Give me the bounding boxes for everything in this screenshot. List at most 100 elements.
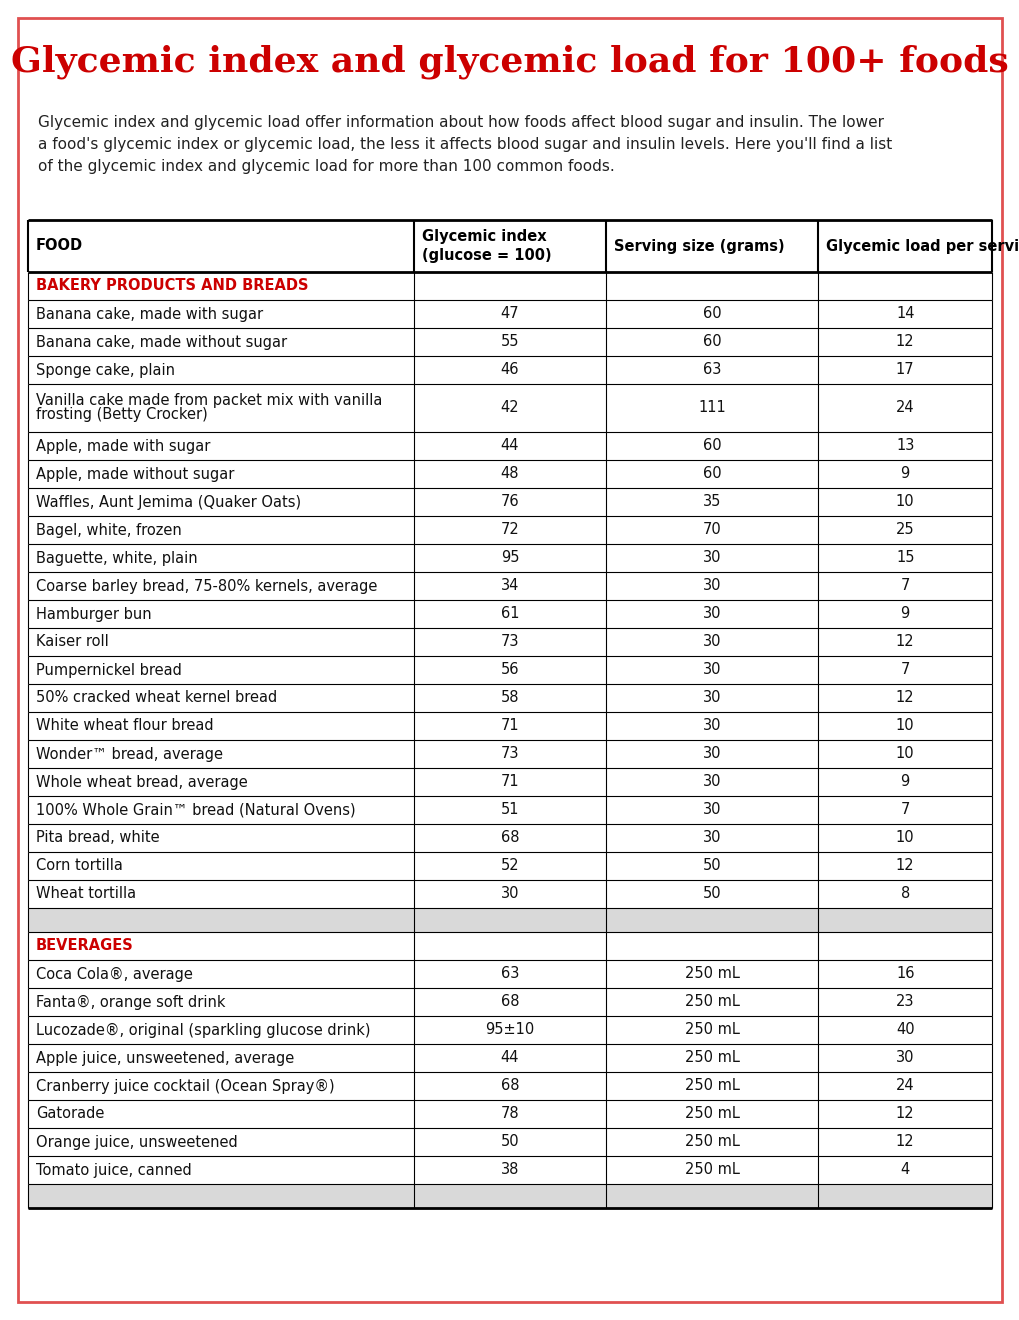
Bar (28, 824, 991, 851)
Text: 42: 42 (500, 400, 519, 416)
Text: Corn tortilla: Corn tortilla (36, 858, 122, 874)
Text: 9: 9 (900, 466, 909, 482)
FancyBboxPatch shape (18, 18, 1001, 1302)
Text: 14: 14 (895, 306, 914, 322)
Text: 250 mL: 250 mL (685, 1051, 739, 1065)
Text: 10: 10 (895, 830, 914, 846)
Text: Tomato juice, canned: Tomato juice, canned (36, 1163, 192, 1177)
Text: 250 mL: 250 mL (685, 994, 739, 1010)
Bar (28, 796, 991, 824)
Text: 71: 71 (500, 718, 519, 734)
Text: 30: 30 (702, 550, 721, 565)
Text: Orange juice, unsweetened: Orange juice, unsweetened (36, 1134, 237, 1150)
Bar (28, 987, 991, 1016)
Text: 38: 38 (500, 1163, 519, 1177)
Bar (28, 711, 991, 741)
Bar (28, 432, 991, 459)
Text: 61: 61 (500, 606, 519, 622)
Bar (28, 1044, 991, 1072)
Bar (28, 851, 991, 880)
Text: 12: 12 (895, 334, 914, 350)
Text: 250 mL: 250 mL (685, 1163, 739, 1177)
Text: 7: 7 (900, 803, 909, 817)
Bar (28, 684, 991, 711)
Text: 76: 76 (500, 495, 519, 510)
Bar (28, 628, 991, 656)
Bar (28, 272, 991, 300)
Bar (28, 908, 991, 932)
Text: 10: 10 (895, 718, 914, 734)
Bar (28, 1072, 991, 1100)
Text: 30: 30 (702, 775, 721, 789)
Text: 250 mL: 250 mL (685, 1023, 739, 1038)
Text: 70: 70 (702, 523, 721, 537)
Text: Wonder™ bread, average: Wonder™ bread, average (36, 747, 223, 762)
Text: 30: 30 (500, 887, 519, 902)
Text: 63: 63 (500, 966, 519, 982)
Text: 95±10: 95±10 (485, 1023, 534, 1038)
Text: 30: 30 (702, 578, 721, 594)
Text: 100% Whole Grain™ bread (Natural Ovens): 100% Whole Grain™ bread (Natural Ovens) (36, 803, 356, 817)
Bar (28, 1016, 991, 1044)
Bar (28, 960, 991, 987)
Text: 60: 60 (702, 306, 721, 322)
Text: 68: 68 (500, 830, 519, 846)
Text: 73: 73 (500, 747, 519, 762)
Text: frosting (Betty Crocker): frosting (Betty Crocker) (36, 408, 208, 422)
Text: Sponge cake, plain: Sponge cake, plain (36, 363, 175, 378)
Text: Glycemic index and glycemic load for 100+ foods: Glycemic index and glycemic load for 100… (11, 45, 1008, 79)
Text: 30: 30 (702, 690, 721, 705)
Text: Glycemic load per serving: Glycemic load per serving (825, 239, 1019, 253)
Text: 23: 23 (895, 994, 914, 1010)
Text: 50: 50 (702, 887, 721, 902)
Text: 12: 12 (895, 1134, 914, 1150)
Text: Bagel, white, frozen: Bagel, white, frozen (36, 523, 181, 537)
Bar (28, 544, 991, 572)
Bar (28, 516, 991, 544)
Text: 30: 30 (702, 747, 721, 762)
Text: 12: 12 (895, 858, 914, 874)
Text: 46: 46 (500, 363, 519, 378)
Text: 250 mL: 250 mL (685, 1134, 739, 1150)
Text: Cranberry juice cocktail (Ocean Spray®): Cranberry juice cocktail (Ocean Spray®) (36, 1078, 334, 1093)
Text: 56: 56 (500, 663, 519, 677)
Bar (28, 1156, 991, 1184)
Text: 30: 30 (895, 1051, 914, 1065)
Text: 48: 48 (500, 466, 519, 482)
Bar (28, 1129, 991, 1156)
Text: 50% cracked wheat kernel bread: 50% cracked wheat kernel bread (36, 690, 277, 705)
Text: FOOD: FOOD (36, 239, 83, 253)
Text: 95: 95 (500, 550, 519, 565)
Text: 12: 12 (895, 690, 914, 705)
Text: Apple, made with sugar: Apple, made with sugar (36, 438, 210, 454)
Text: Gatorade: Gatorade (36, 1106, 104, 1122)
Text: Coca Cola®, average: Coca Cola®, average (36, 966, 193, 982)
Bar (28, 1184, 991, 1208)
Text: 34: 34 (500, 578, 519, 594)
Text: 60: 60 (702, 334, 721, 350)
Text: Banana cake, made without sugar: Banana cake, made without sugar (36, 334, 286, 350)
Text: 50: 50 (702, 858, 721, 874)
Text: 60: 60 (702, 466, 721, 482)
Text: White wheat flour bread: White wheat flour bread (36, 718, 213, 734)
Text: 250 mL: 250 mL (685, 1078, 739, 1093)
Text: 13: 13 (895, 438, 913, 454)
Bar (28, 488, 991, 516)
Text: 78: 78 (500, 1106, 519, 1122)
Bar (28, 300, 991, 327)
Text: 30: 30 (702, 718, 721, 734)
Text: 24: 24 (895, 1078, 914, 1093)
Bar (28, 741, 991, 768)
Text: Hamburger bun: Hamburger bun (36, 606, 152, 622)
Text: BAKERY PRODUCTS AND BREADS: BAKERY PRODUCTS AND BREADS (36, 279, 308, 293)
Text: Pumpernickel bread: Pumpernickel bread (36, 663, 181, 677)
Bar (28, 459, 991, 488)
Text: 68: 68 (500, 1078, 519, 1093)
Text: 51: 51 (500, 803, 519, 817)
Text: 12: 12 (895, 1106, 914, 1122)
Text: BEVERAGES: BEVERAGES (36, 939, 133, 953)
Text: Fanta®, orange soft drink: Fanta®, orange soft drink (36, 994, 225, 1010)
Text: Lucozade®, original (sparkling glucose drink): Lucozade®, original (sparkling glucose d… (36, 1023, 370, 1038)
Text: Whole wheat bread, average: Whole wheat bread, average (36, 775, 248, 789)
Bar (28, 356, 991, 384)
